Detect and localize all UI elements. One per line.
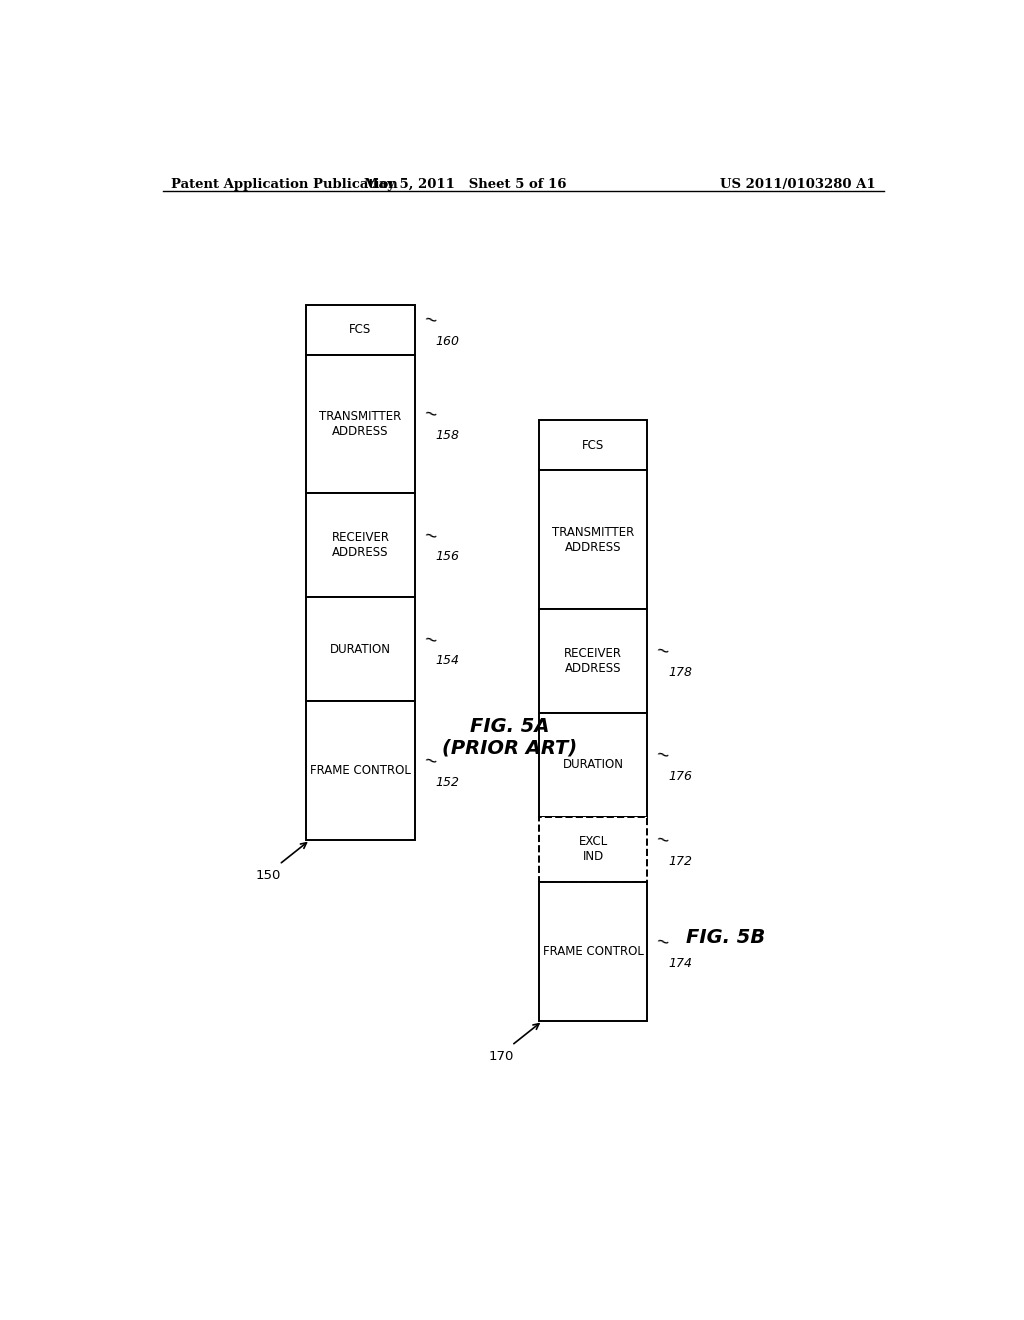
Bar bbox=[539, 817, 647, 882]
Bar bbox=[306, 355, 415, 494]
Text: TRANSMITTER
ADDRESS: TRANSMITTER ADDRESS bbox=[319, 411, 401, 438]
Text: ~: ~ bbox=[653, 744, 672, 766]
Text: 160: 160 bbox=[435, 335, 460, 347]
Bar bbox=[539, 420, 647, 470]
Bar bbox=[306, 305, 415, 355]
Bar bbox=[539, 470, 647, 609]
Text: ~: ~ bbox=[421, 630, 439, 651]
Text: RECEIVER
ADDRESS: RECEIVER ADDRESS bbox=[332, 532, 389, 560]
Text: 172: 172 bbox=[669, 854, 692, 867]
Text: 150: 150 bbox=[256, 869, 282, 882]
Text: FRAME CONTROL: FRAME CONTROL bbox=[310, 764, 411, 777]
Text: ~: ~ bbox=[421, 525, 439, 546]
Text: 158: 158 bbox=[435, 429, 460, 442]
Bar bbox=[306, 701, 415, 840]
Bar bbox=[539, 713, 647, 817]
Text: TRANSMITTER
ADDRESS: TRANSMITTER ADDRESS bbox=[552, 525, 634, 553]
Text: ~: ~ bbox=[653, 830, 672, 850]
Text: 174: 174 bbox=[669, 957, 692, 970]
Text: 178: 178 bbox=[669, 665, 692, 678]
Bar bbox=[539, 882, 647, 1020]
Bar bbox=[306, 494, 415, 598]
Text: ~: ~ bbox=[421, 404, 439, 425]
Text: ~: ~ bbox=[653, 642, 672, 663]
Text: 152: 152 bbox=[435, 776, 460, 788]
Text: EXCL
IND: EXCL IND bbox=[579, 836, 607, 863]
Text: ~: ~ bbox=[421, 310, 439, 331]
Text: FIG. 5B: FIG. 5B bbox=[686, 928, 765, 948]
Text: US 2011/0103280 A1: US 2011/0103280 A1 bbox=[720, 178, 876, 190]
Text: FCS: FCS bbox=[349, 323, 372, 337]
Text: FCS: FCS bbox=[582, 438, 604, 451]
Text: 170: 170 bbox=[488, 1051, 514, 1063]
Text: 154: 154 bbox=[435, 655, 460, 668]
Text: Patent Application Publication: Patent Application Publication bbox=[171, 178, 397, 190]
Text: RECEIVER
ADDRESS: RECEIVER ADDRESS bbox=[564, 647, 622, 675]
Text: 176: 176 bbox=[669, 770, 692, 783]
Text: May 5, 2011   Sheet 5 of 16: May 5, 2011 Sheet 5 of 16 bbox=[364, 178, 566, 190]
Text: DURATION: DURATION bbox=[562, 758, 624, 771]
Bar bbox=[539, 609, 647, 713]
Text: FRAME CONTROL: FRAME CONTROL bbox=[543, 945, 643, 958]
Text: ~: ~ bbox=[421, 751, 439, 772]
Text: DURATION: DURATION bbox=[330, 643, 391, 656]
Text: 156: 156 bbox=[435, 550, 460, 564]
Text: FIG. 5A
(PRIOR ART): FIG. 5A (PRIOR ART) bbox=[442, 717, 577, 758]
Text: ~: ~ bbox=[653, 932, 672, 953]
Bar bbox=[306, 597, 415, 701]
